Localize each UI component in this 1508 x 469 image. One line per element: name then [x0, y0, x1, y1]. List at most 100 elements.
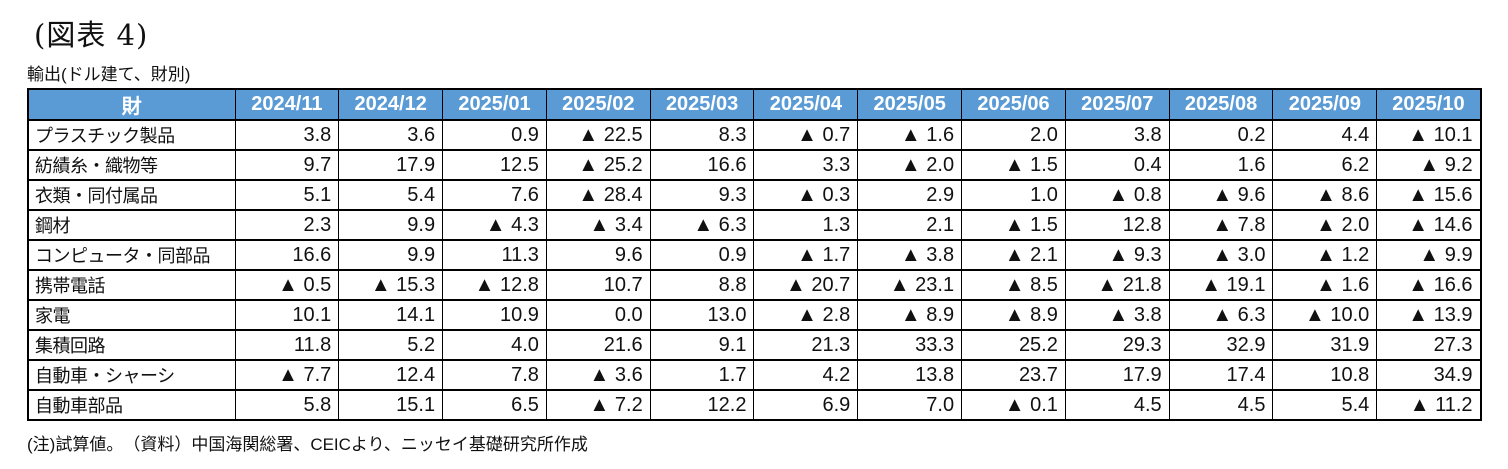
- value-cell: ▲ 7.2: [545, 389, 651, 421]
- value-cell: 29.3: [1064, 329, 1170, 361]
- source-note: (注)試算値。 （資料）中国海関総署、CEICより、ニッセイ基礎研究所作成: [27, 435, 588, 454]
- column-header-category: 財: [27, 88, 236, 121]
- table-body: プラスチック製品 3.8 3.6 0.9 ▲ 22.5 8.3 ▲ 0.7 ▲ 1.6 2.0 3…: [27, 119, 1482, 421]
- value-cell: 10.8: [1272, 359, 1378, 391]
- row-label-cell: 鋼材: [27, 209, 236, 241]
- value-cell: 13.0: [649, 299, 755, 331]
- value-cell: 13.8: [857, 359, 963, 391]
- value-cell: ▲ 10.0: [1272, 299, 1378, 331]
- value-cell: 6.2: [1272, 149, 1378, 181]
- value-cell: ▲ 9.2: [1376, 149, 1482, 181]
- value-cell: ▲ 19.1: [1168, 269, 1274, 301]
- value-cell: ▲ 2.1: [961, 239, 1066, 271]
- table-row: 紡績糸・織物等 9.7 17.9 12.5 ▲ 25.2 16.6 3.3 ▲ 2.0 ▲ 1.…: [27, 149, 1482, 181]
- value-cell: 10.1: [234, 299, 340, 331]
- value-cell: ▲ 1.6: [1272, 269, 1378, 301]
- value-cell: 1.3: [753, 209, 859, 241]
- value-cell: ▲ 9.6: [1168, 179, 1274, 211]
- value-cell: 8.3: [649, 119, 755, 151]
- column-header-month: 2025/07: [1064, 88, 1170, 121]
- value-cell: ▲ 2.0: [1272, 209, 1378, 241]
- value-cell: 1.0: [961, 179, 1066, 211]
- value-cell: 25.2: [961, 329, 1066, 361]
- column-header-month: 2025/09: [1272, 88, 1378, 121]
- value-cell: 5.4: [1272, 389, 1378, 421]
- value-cell: ▲ 23.1: [857, 269, 963, 301]
- value-cell: ▲ 1.5: [961, 209, 1066, 241]
- value-cell: 33.3: [857, 329, 963, 361]
- row-label-cell: 集積回路: [27, 329, 236, 361]
- value-cell: ▲ 0.8: [1064, 179, 1170, 211]
- row-label-cell: 家電: [27, 299, 236, 331]
- value-cell: ▲ 0.7: [753, 119, 859, 151]
- value-cell: 9.7: [234, 149, 340, 181]
- value-cell: 5.1: [234, 179, 340, 211]
- column-header-month: 2025/01: [442, 88, 547, 121]
- value-cell: ▲ 8.9: [961, 299, 1066, 331]
- value-cell: 6.5: [442, 389, 547, 421]
- value-cell: 4.0: [442, 329, 547, 361]
- value-cell: 3.8: [1064, 119, 1170, 151]
- value-cell: 4.5: [1168, 389, 1274, 421]
- value-cell: 9.9: [338, 239, 444, 271]
- value-cell: 7.6: [442, 179, 547, 211]
- value-cell: 10.7: [545, 269, 651, 301]
- value-cell: 12.2: [649, 389, 755, 421]
- export-table: 財 2024/11 2024/12 2025/01 2025/02 2025/03 2025…: [27, 88, 1482, 421]
- value-cell: 3.8: [234, 119, 340, 151]
- value-cell: 16.6: [234, 239, 340, 271]
- value-cell: 34.9: [1376, 359, 1482, 391]
- value-cell: 7.8: [442, 359, 547, 391]
- figure-label: (図表 4): [34, 18, 149, 52]
- value-cell: 31.9: [1272, 329, 1378, 361]
- value-cell: ▲ 7.8: [1168, 209, 1274, 241]
- value-cell: 9.9: [338, 209, 444, 241]
- value-cell: ▲ 6.3: [1168, 299, 1274, 331]
- value-cell: 23.7: [961, 359, 1066, 391]
- value-cell: ▲ 2.0: [857, 149, 963, 181]
- value-cell: ▲ 0.1: [961, 389, 1066, 421]
- header-row: 財 2024/11 2024/12 2025/01 2025/02 2025/03 2025…: [27, 88, 1482, 121]
- value-cell: 32.9: [1168, 329, 1274, 361]
- value-cell: 4.5: [1064, 389, 1170, 421]
- column-header-month: 2024/11: [234, 88, 340, 121]
- table-row: 自動車・シャーシ ▲ 7.7 12.4 7.8 ▲ 3.6 1.7 4.2 13.8 23.7 1…: [27, 359, 1482, 391]
- column-header-month: 2025/10: [1376, 88, 1482, 121]
- value-cell: ▲ 0.5: [234, 269, 340, 301]
- value-cell: ▲ 1.5: [961, 149, 1066, 181]
- row-label-cell: プラスチック製品: [27, 119, 236, 151]
- value-cell: ▲ 3.4: [545, 209, 651, 241]
- column-header-month: 2025/02: [545, 88, 651, 121]
- value-cell: 16.6: [649, 149, 755, 181]
- column-header-month: 2025/03: [649, 88, 755, 121]
- value-cell: 17.4: [1168, 359, 1274, 391]
- value-cell: 4.4: [1272, 119, 1378, 151]
- value-cell: 5.2: [338, 329, 444, 361]
- value-cell: 2.1: [857, 209, 963, 241]
- row-label-cell: コンピュータ・同部品: [27, 239, 236, 271]
- value-cell: 5.8: [234, 389, 340, 421]
- value-cell: 9.1: [649, 329, 755, 361]
- value-cell: 21.3: [753, 329, 859, 361]
- value-cell: 11.3: [442, 239, 547, 271]
- value-cell: 3.6: [338, 119, 444, 151]
- value-cell: ▲ 15.3: [338, 269, 444, 301]
- value-cell: ▲ 6.3: [649, 209, 755, 241]
- value-cell: 10.9: [442, 299, 547, 331]
- value-cell: ▲ 1.2: [1272, 239, 1378, 271]
- value-cell: 1.6: [1168, 149, 1274, 181]
- value-cell: ▲ 15.6: [1376, 179, 1482, 211]
- row-label-cell: 衣類・同付属品: [27, 179, 236, 211]
- value-cell: 12.5: [442, 149, 547, 181]
- value-cell: 11.8: [234, 329, 340, 361]
- value-cell: 0.9: [442, 119, 547, 151]
- value-cell: 0.2: [1168, 119, 1274, 151]
- value-cell: ▲ 7.7: [234, 359, 340, 391]
- value-cell: 12.4: [338, 359, 444, 391]
- row-label-cell: 自動車部品: [27, 389, 236, 421]
- value-cell: ▲ 28.4: [545, 179, 651, 211]
- table-title: 輸出(ドル建て、財別): [27, 65, 191, 84]
- value-cell: 15.1: [338, 389, 444, 421]
- value-cell: ▲ 3.8: [857, 239, 963, 271]
- value-cell: 12.8: [1064, 209, 1170, 241]
